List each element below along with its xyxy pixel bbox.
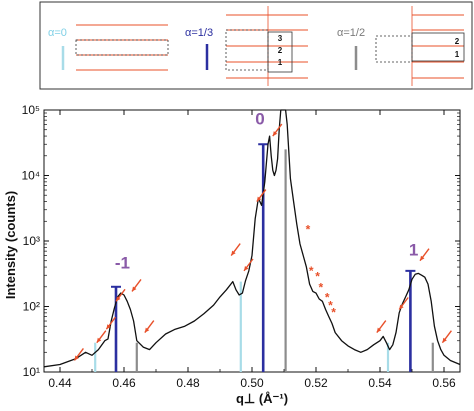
- peak-star: *: [306, 223, 311, 237]
- peak-arrow-head: [231, 250, 236, 256]
- schematic-panel-alpha12: α=1/2 2 1: [337, 6, 465, 86]
- x-tick-label: 0.44: [48, 376, 72, 390]
- alpha0-unit-cell: [75, 39, 169, 56]
- alpha13-layer-3: 3: [278, 34, 283, 43]
- order-label: 1: [409, 241, 418, 260]
- peak-star: *: [328, 298, 333, 312]
- x-tick-label: 0.46: [112, 376, 136, 390]
- y-tick-label: 10⁴: [21, 169, 40, 183]
- x-tick-label: 0.50: [240, 376, 264, 390]
- chart-area: ** ***** -101 0.44 0.46 0.48 0.50 0.52 0.54 0.5…: [3, 103, 461, 406]
- alpha13-layer-box: [267, 31, 293, 73]
- peak-arrow-head: [442, 337, 447, 343]
- y-axis-ticks: 10¹ 10² 10³ 10⁴ 10⁵: [21, 103, 460, 379]
- peak-arrow-head: [399, 304, 404, 310]
- peak-star: *: [325, 290, 330, 304]
- peak-stars: ** *****: [306, 223, 337, 320]
- peak-arrow-head: [244, 265, 249, 271]
- alpha12-label: α=1/2: [337, 27, 365, 39]
- alpha12-layer-box: [411, 32, 465, 62]
- order-labels: -1 0 1: [115, 110, 418, 273]
- peak-arrow-head: [132, 286, 137, 292]
- peak-arrow-head: [144, 327, 150, 333]
- peak-star: *: [309, 264, 314, 278]
- alpha12-layer-1: 1: [455, 50, 460, 59]
- peak-arrows: [73, 123, 452, 361]
- peak-star: *: [331, 306, 336, 320]
- peak-arrow-head: [96, 337, 102, 343]
- peak-arrow-head: [272, 131, 278, 137]
- intensity-curve: [43, 109, 461, 368]
- peak-star: *: [315, 269, 320, 283]
- alpha13-layer-2: 2: [278, 46, 283, 55]
- peak-arrow-head: [376, 327, 382, 333]
- peak-arrow-head: [106, 324, 111, 330]
- alpha13-label: α=1/3: [185, 27, 213, 39]
- y-axis-label: Intensity (counts): [3, 191, 18, 299]
- alpha13-layer-1: 1: [278, 58, 283, 67]
- x-axis-label: q⊥ (Å⁻¹): [236, 391, 288, 406]
- alpha12-layer-2: 2: [455, 37, 460, 46]
- x-tick-label: 0.54: [368, 376, 392, 390]
- x-tick-label: 0.56: [432, 376, 456, 390]
- schematic-panel-alpha0: α=0: [48, 24, 169, 71]
- peak-arrow-head: [74, 355, 79, 361]
- schematic-panel-alpha13: α=1/3 3 2 1: [185, 6, 308, 86]
- order-label: -1: [115, 254, 130, 273]
- x-tick-label: 0.48: [176, 376, 200, 390]
- peak-arrow-head: [256, 196, 262, 202]
- plot-frame: [43, 109, 461, 373]
- peak-star: *: [318, 280, 323, 294]
- x-tick-label: 0.52: [304, 376, 328, 390]
- peak-arrow-head: [116, 296, 121, 302]
- schematic-inset: α=0 α=1/3 3 2 1 α=1/2: [39, 1, 473, 90]
- y-tick-label: 10¹: [23, 365, 40, 379]
- peak-arrow-head: [420, 255, 425, 261]
- reflection-sticks: [94, 143, 434, 372]
- y-tick-label: 10³: [23, 234, 40, 248]
- y-tick-label: 10⁵: [22, 103, 40, 117]
- y-tick-label: 10²: [23, 300, 40, 314]
- alpha0-label: α=0: [48, 27, 67, 39]
- x-axis-ticks: 0.44 0.46 0.48 0.50 0.52 0.54 0.56: [48, 110, 456, 390]
- order-label: 0: [255, 110, 264, 129]
